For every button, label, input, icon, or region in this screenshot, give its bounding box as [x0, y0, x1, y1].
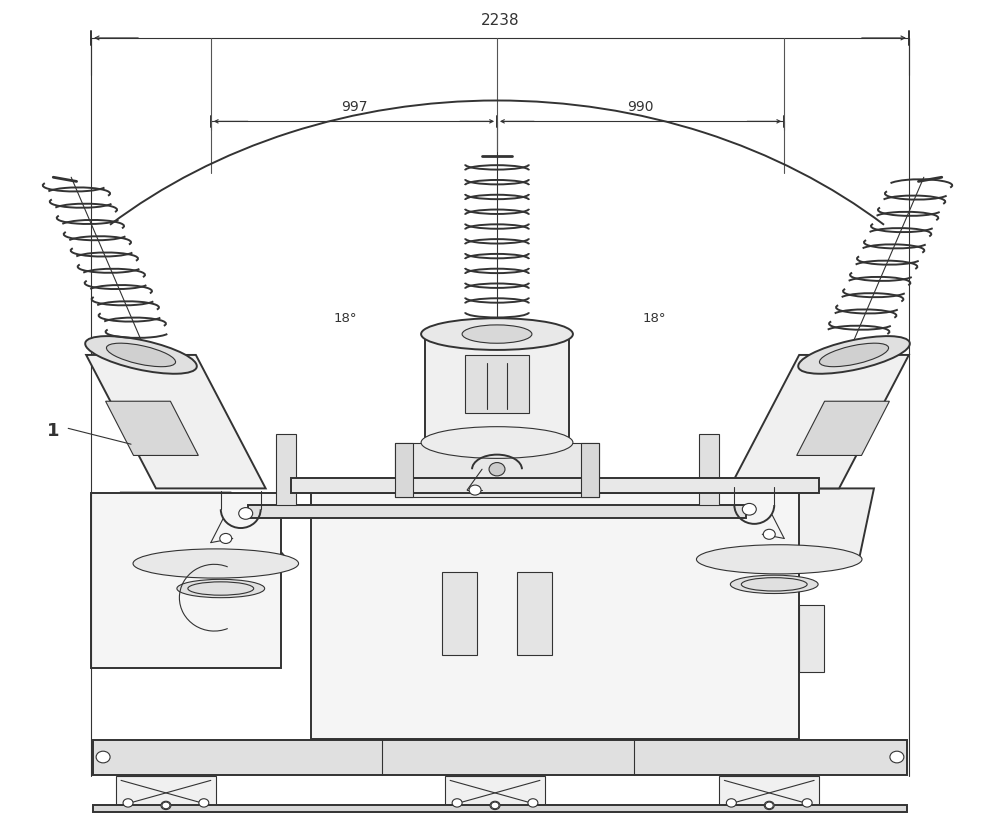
Polygon shape	[86, 355, 266, 489]
Bar	[719, 777, 819, 809]
Bar	[799, 605, 824, 672]
Ellipse shape	[106, 344, 176, 367]
Circle shape	[490, 801, 500, 809]
Polygon shape	[729, 355, 909, 489]
Bar	[311, 493, 799, 739]
Circle shape	[123, 798, 133, 807]
Circle shape	[742, 504, 756, 516]
Circle shape	[528, 798, 538, 807]
Bar	[93, 805, 907, 812]
Bar	[425, 334, 569, 443]
Bar	[91, 493, 281, 668]
Text: 2238: 2238	[481, 13, 519, 28]
Bar	[465, 355, 529, 414]
Bar	[395, 443, 599, 497]
Bar	[276, 435, 296, 506]
Circle shape	[489, 463, 505, 477]
Circle shape	[763, 530, 775, 540]
Text: 997: 997	[341, 99, 367, 114]
Bar	[395, 443, 413, 497]
Ellipse shape	[85, 337, 197, 375]
Text: 18°: 18°	[334, 312, 357, 324]
Bar	[442, 572, 477, 655]
Bar	[581, 443, 599, 497]
Text: 1: 1	[47, 421, 59, 440]
Circle shape	[764, 801, 774, 809]
Ellipse shape	[177, 579, 265, 598]
Ellipse shape	[819, 344, 889, 367]
Circle shape	[161, 801, 171, 809]
Circle shape	[890, 752, 904, 763]
Circle shape	[162, 802, 170, 808]
Circle shape	[96, 752, 110, 763]
Polygon shape	[106, 402, 198, 456]
Text: 990: 990	[627, 99, 654, 114]
Circle shape	[199, 798, 209, 807]
Bar	[517, 572, 552, 655]
Ellipse shape	[462, 325, 532, 344]
Bar	[445, 777, 545, 809]
Ellipse shape	[730, 575, 818, 594]
Circle shape	[491, 802, 499, 808]
Bar	[248, 506, 746, 518]
Circle shape	[802, 798, 812, 807]
Bar	[291, 478, 819, 493]
Circle shape	[239, 508, 253, 520]
Circle shape	[765, 802, 773, 808]
Circle shape	[452, 798, 462, 807]
Ellipse shape	[133, 549, 299, 579]
Bar	[93, 740, 907, 775]
Circle shape	[469, 486, 481, 496]
Ellipse shape	[696, 545, 862, 574]
Circle shape	[220, 534, 232, 543]
Polygon shape	[121, 493, 291, 563]
Circle shape	[726, 798, 736, 807]
Text: 18°: 18°	[643, 312, 666, 324]
Polygon shape	[704, 489, 874, 559]
Ellipse shape	[421, 427, 573, 459]
Bar	[116, 777, 216, 809]
Polygon shape	[797, 402, 889, 456]
Ellipse shape	[798, 337, 910, 375]
Bar	[699, 435, 719, 506]
Ellipse shape	[421, 319, 573, 350]
